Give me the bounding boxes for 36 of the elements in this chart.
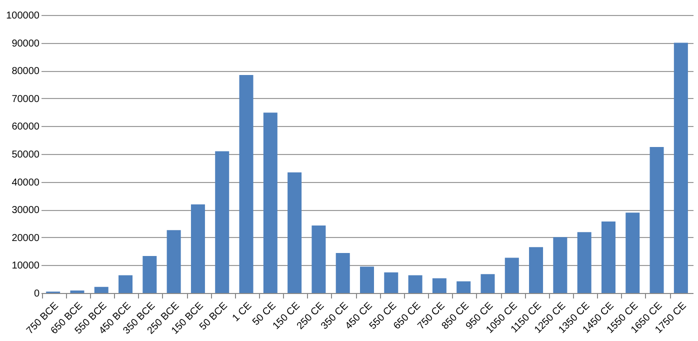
- bar: [118, 275, 133, 293]
- bar: [263, 112, 278, 293]
- y-tick-label: 10000: [12, 260, 40, 272]
- y-tick-label: 90000: [12, 38, 40, 50]
- y-tick-label: 0: [34, 288, 40, 300]
- y-tick-label: 60000: [12, 122, 40, 133]
- bar: [336, 252, 350, 293]
- bar: [456, 281, 471, 293]
- bar: [312, 225, 326, 293]
- bar: [626, 212, 640, 293]
- bar: [480, 274, 495, 293]
- bar: [94, 286, 108, 293]
- bar: [577, 232, 592, 293]
- bar: [239, 75, 254, 293]
- bar: [215, 151, 230, 293]
- y-tick-label: 20000: [12, 232, 40, 244]
- bar: [504, 258, 519, 293]
- y-tick-label: 30000: [12, 205, 40, 216]
- bar: [408, 275, 422, 293]
- bar: [142, 256, 157, 293]
- y-tick-label: 40000: [12, 177, 40, 188]
- bar: [288, 172, 302, 293]
- bar: [650, 147, 664, 293]
- bar: [360, 266, 374, 293]
- bar: [529, 247, 544, 293]
- bar: [166, 230, 181, 293]
- bar: [553, 237, 568, 293]
- y-tick-label: 50000: [12, 150, 40, 160]
- bar: [432, 278, 446, 293]
- y-tick-label: 80000: [12, 66, 40, 78]
- bar: [190, 204, 205, 293]
- bar: [601, 222, 616, 293]
- y-tick-label: 100000: [6, 10, 40, 22]
- y-tick-label: 70000: [12, 94, 40, 105]
- bar: [384, 272, 398, 293]
- bar: [674, 42, 688, 293]
